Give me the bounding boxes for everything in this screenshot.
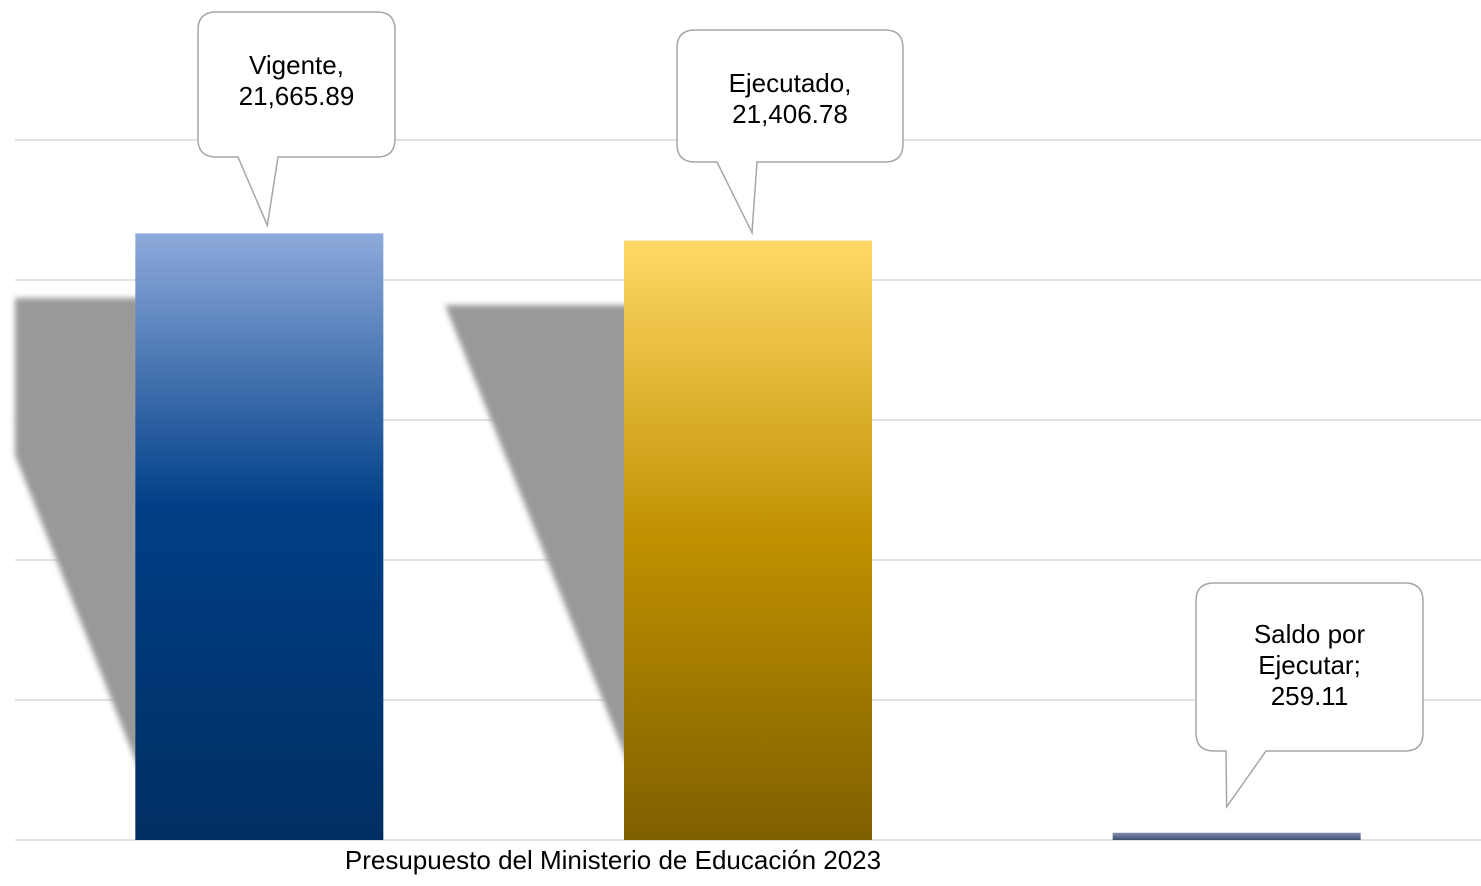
bar-shadow: [445, 305, 634, 778]
bar: [135, 233, 384, 840]
data-label: Vigente, 21,665.89: [238, 50, 355, 111]
data-label: Saldo por Ejecutar; 259.11: [1253, 619, 1366, 711]
x-axis-label: Presupuesto del Ministerio de Educación …: [344, 845, 882, 875]
callout: [1195, 582, 1424, 810]
bars: [135, 11, 1424, 840]
bar: [1112, 832, 1361, 840]
bar-shadow: [15, 298, 140, 772]
bar: [624, 240, 872, 840]
callout: [197, 11, 396, 229]
data-label: Ejecutado, 21,406.78: [728, 68, 852, 129]
callout: [676, 29, 904, 236]
